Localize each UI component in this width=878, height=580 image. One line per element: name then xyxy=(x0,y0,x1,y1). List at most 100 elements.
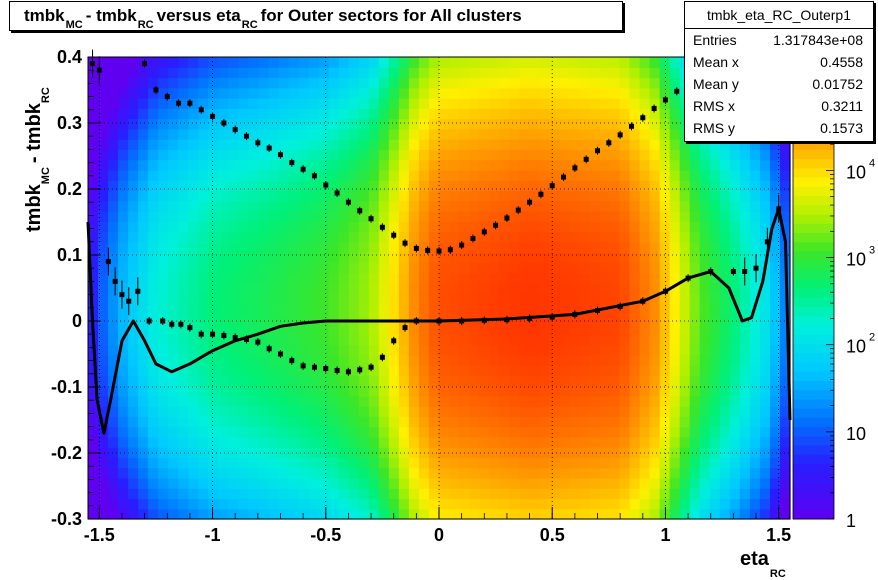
heatmap-cell xyxy=(278,447,290,458)
heatmap-cell xyxy=(428,231,440,243)
heatmap-cell xyxy=(138,252,149,263)
heatmap-cell xyxy=(288,241,300,253)
heatmap-cell xyxy=(759,498,771,510)
heatmap-cell xyxy=(368,252,380,263)
heatmap-cell xyxy=(348,447,360,458)
heatmap-cell xyxy=(669,498,681,510)
heatmap-cell xyxy=(779,365,791,376)
heatmap-cell xyxy=(398,231,410,243)
heatmap-cell xyxy=(569,313,580,325)
rms-point xyxy=(572,165,578,171)
heatmap-cell xyxy=(599,262,611,274)
heatmap-cell xyxy=(298,365,310,376)
heatmap-cell xyxy=(258,293,270,304)
heatmap-cell xyxy=(308,467,320,479)
heatmap-cell xyxy=(278,77,290,89)
heatmap-cell xyxy=(629,211,641,222)
heatmap-cell xyxy=(479,365,490,376)
rms-point xyxy=(470,236,476,241)
heatmap-cell xyxy=(208,282,219,294)
heatmap-cell xyxy=(278,375,290,387)
heatmap-cell xyxy=(749,334,761,346)
heatmap-cell xyxy=(529,426,540,438)
heatmap-cell xyxy=(649,282,661,294)
heatmap-cell xyxy=(559,375,570,387)
heatmap-cell xyxy=(679,282,691,294)
heatmap-cell xyxy=(268,416,280,428)
heatmap-cell xyxy=(489,67,500,79)
heatmap-cell xyxy=(509,323,520,335)
heatmap-cell xyxy=(328,252,340,263)
profile-point xyxy=(210,331,216,337)
heatmap-cell xyxy=(769,447,781,458)
heatmap-cell xyxy=(719,334,731,346)
heatmap-cell xyxy=(629,323,641,335)
heatmap-cell xyxy=(729,139,741,150)
heatmap-cell xyxy=(388,118,400,130)
heatmap-cell xyxy=(208,211,219,222)
heatmap-cell xyxy=(198,169,209,181)
heatmap-cell xyxy=(98,241,109,253)
heatmap-cell xyxy=(589,159,601,171)
heatmap-cell xyxy=(158,77,169,89)
heatmap-cell xyxy=(459,272,470,284)
heatmap-cell xyxy=(298,241,310,253)
heatmap-cell xyxy=(168,211,179,222)
heatmap-cell xyxy=(398,108,410,120)
heatmap-cell xyxy=(148,77,159,89)
heatmap-cell xyxy=(639,365,651,376)
heatmap-cell xyxy=(459,67,470,79)
heatmap-cell xyxy=(258,303,270,315)
heatmap-cell xyxy=(318,293,330,304)
heatmap-cell xyxy=(378,77,390,89)
heatmap-cell xyxy=(679,508,691,520)
z-axis-tick-label: 10 xyxy=(846,424,866,444)
heatmap-cell xyxy=(358,323,370,335)
heatmap-cell xyxy=(278,149,290,161)
heatmap-cell xyxy=(168,169,179,181)
heatmap-cell xyxy=(398,457,410,469)
heatmap-cell xyxy=(459,436,470,448)
heatmap-cell xyxy=(298,457,310,469)
heatmap-cell xyxy=(529,293,540,304)
heatmap-cell xyxy=(118,108,129,120)
heatmap-cell xyxy=(418,231,430,243)
heatmap-cell xyxy=(449,211,460,222)
heatmap-cell xyxy=(298,190,310,202)
heatmap-cell xyxy=(459,262,470,274)
heatmap-cell xyxy=(449,416,460,428)
heatmap-cell xyxy=(479,221,490,233)
heatmap-cell xyxy=(459,108,470,120)
heatmap-cell xyxy=(328,180,340,192)
heatmap-cell xyxy=(449,365,460,376)
heatmap-cell xyxy=(559,221,570,233)
heatmap-cell xyxy=(559,159,570,171)
heatmap-cell xyxy=(298,77,310,89)
heatmap-cell xyxy=(308,149,320,161)
heatmap-cell xyxy=(579,180,591,192)
heatmap-cell xyxy=(439,406,450,417)
heatmap-cell xyxy=(709,190,721,202)
heatmap-cell xyxy=(769,426,781,438)
heatmap-cell xyxy=(118,169,129,181)
heatmap-cell xyxy=(589,211,601,222)
heatmap-cell xyxy=(88,426,99,438)
heatmap-cell xyxy=(599,467,611,479)
profile-point xyxy=(685,275,691,281)
heatmap-cell xyxy=(749,282,761,294)
heatmap-cell xyxy=(669,128,681,140)
heatmap-cell xyxy=(378,57,390,68)
heatmap-cell xyxy=(338,77,350,89)
heatmap-cell xyxy=(398,508,410,520)
heatmap-cell xyxy=(569,447,580,458)
heatmap-cell xyxy=(98,313,109,325)
heatmap-cell xyxy=(98,231,109,243)
heatmap-cell xyxy=(679,262,691,274)
heatmap-cell xyxy=(609,467,621,479)
heatmap-cell xyxy=(489,365,500,376)
heatmap-cell xyxy=(138,303,149,315)
heatmap-cell xyxy=(338,447,350,458)
heatmap-cell xyxy=(669,241,681,253)
heatmap-cell xyxy=(208,118,219,130)
heatmap-cell xyxy=(659,385,671,397)
